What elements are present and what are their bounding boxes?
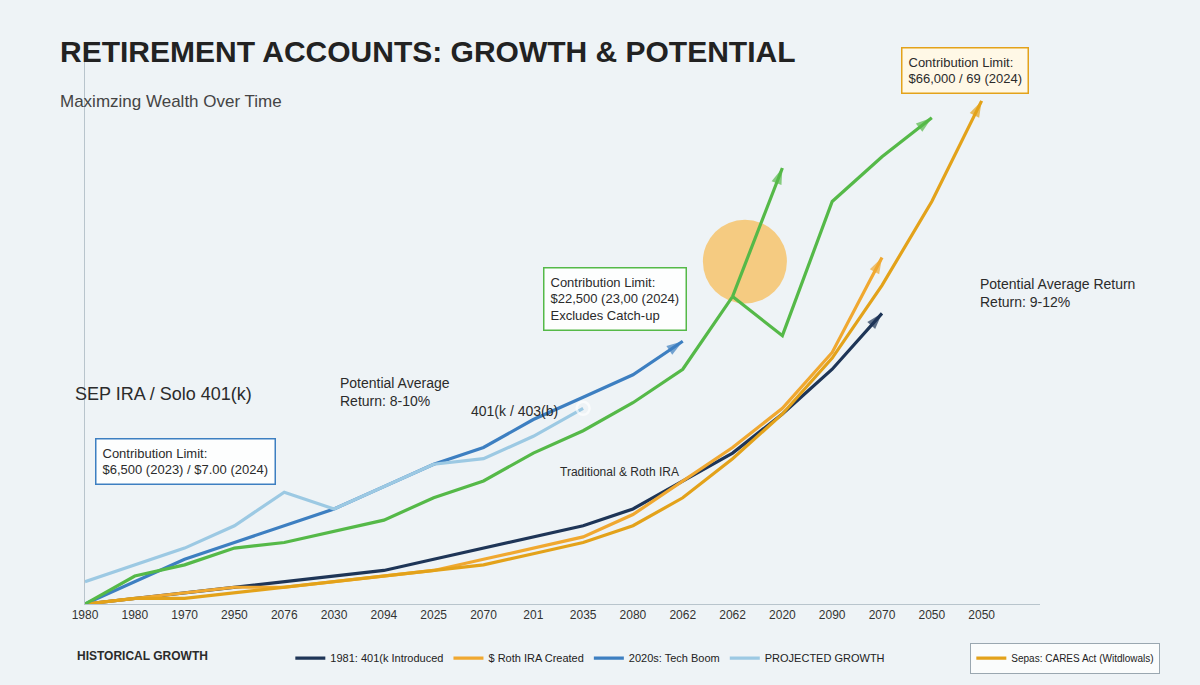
svg-text:Contribution Limit:$66,000 / 6: Contribution Limit:$66,000 / 69 (2024) xyxy=(909,55,1022,87)
svg-text:2062: 2062 xyxy=(719,608,746,622)
svg-text:401(k / 403(b): 401(k / 403(b) xyxy=(471,403,558,419)
svg-text:Potential Average ReturnReturn: Potential Average ReturnReturn: 9-12% xyxy=(980,276,1135,310)
svg-text:2094: 2094 xyxy=(371,608,398,622)
svg-text:2035: 2035 xyxy=(570,608,597,622)
svg-text:PROJECTED GROWTH: PROJECTED GROWTH xyxy=(765,652,885,664)
svg-text:2020s: Tech Boom: 2020s: Tech Boom xyxy=(629,652,720,664)
svg-text:SEP IRA / Solo 401(k): SEP IRA / Solo 401(k) xyxy=(75,384,252,404)
svg-text:2070: 2070 xyxy=(470,608,497,622)
svg-text:2950: 2950 xyxy=(221,608,248,622)
svg-text:1981: 401(k Introduced: 1981: 401(k Introduced xyxy=(330,652,443,664)
svg-text:2076: 2076 xyxy=(271,608,298,622)
svg-text:1970: 1970 xyxy=(171,608,198,622)
svg-text:2070: 2070 xyxy=(869,608,896,622)
svg-text:Potential AverageReturn: 8-10%: Potential AverageReturn: 8-10% xyxy=(340,375,450,409)
svg-text:2030: 2030 xyxy=(321,608,348,622)
svg-text:Maximzing Wealth Over Time: Maximzing Wealth Over Time xyxy=(60,92,282,111)
svg-text:2020: 2020 xyxy=(769,608,796,622)
svg-text:1980: 1980 xyxy=(121,608,148,622)
svg-text:1980: 1980 xyxy=(72,608,99,622)
svg-text:201: 201 xyxy=(523,608,543,622)
svg-text:$ Roth IRA Created: $ Roth IRA Created xyxy=(488,652,583,664)
svg-text:2062: 2062 xyxy=(669,608,696,622)
svg-text:2050: 2050 xyxy=(968,608,995,622)
svg-text:RETIREMENT ACCOUNTS: GROWTH &: RETIREMENT ACCOUNTS: GROWTH & POTENTIAL xyxy=(60,35,796,68)
svg-text:2090: 2090 xyxy=(819,608,846,622)
svg-text:Contribution Limit:$22,500 (23: Contribution Limit:$22,500 (23,00 (2024)… xyxy=(551,275,680,324)
svg-text:2050: 2050 xyxy=(918,608,945,622)
svg-text:Contribution Limit:$6,500 (202: Contribution Limit:$6,500 (2023) / $7.00… xyxy=(103,446,269,478)
svg-text:2025: 2025 xyxy=(420,608,447,622)
svg-text:HISTORICAL GROWTH: HISTORICAL GROWTH xyxy=(77,649,208,663)
svg-text:2080: 2080 xyxy=(620,608,647,622)
svg-text:Traditional & Roth IRA: Traditional & Roth IRA xyxy=(560,465,679,479)
svg-text:Sepas: CARES Act (Witdlowals): Sepas: CARES Act (Witdlowals) xyxy=(1011,653,1153,664)
